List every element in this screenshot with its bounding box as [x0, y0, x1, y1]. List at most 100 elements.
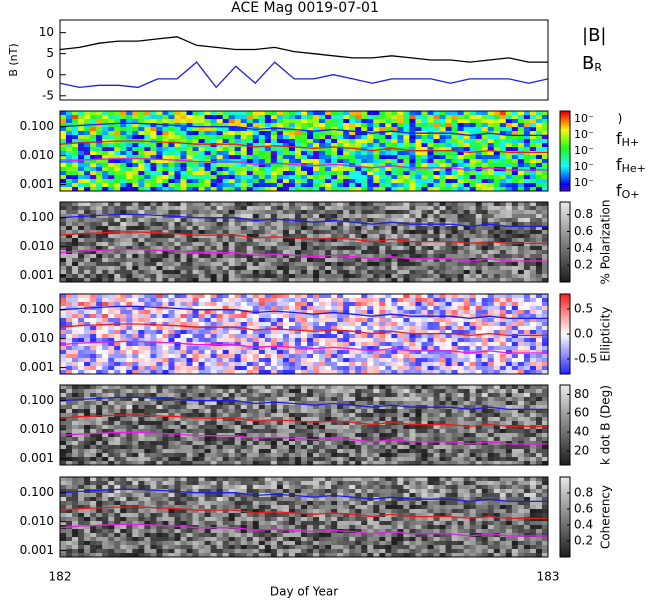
spectrogram-cell	[156, 139, 163, 144]
spectrogram-cell	[126, 302, 133, 307]
spectrogram-cell	[367, 123, 374, 128]
spectrogram-cell	[529, 334, 537, 339]
spectrogram-cell	[385, 183, 392, 188]
spectrogram-cell	[499, 238, 507, 243]
spectrogram-cell	[331, 119, 338, 124]
spectrogram-cell	[78, 179, 85, 184]
spectrogram-cell	[108, 226, 115, 231]
spectrogram-cell	[409, 214, 416, 219]
spectrogram-cell	[132, 135, 139, 140]
spectrogram-cell	[132, 234, 139, 239]
spectrogram-cell	[162, 159, 169, 164]
spectrogram-cell	[325, 155, 332, 160]
spectrogram-cell	[319, 362, 326, 367]
spectrogram-cell	[84, 350, 91, 355]
spectrogram-cell	[433, 123, 440, 128]
spectrogram-cell	[246, 314, 254, 319]
spectrogram-cell	[258, 206, 266, 211]
colorbar-cell	[560, 155, 570, 158]
spectrogram-cell	[114, 330, 121, 335]
spectrogram-cell	[487, 242, 495, 247]
spectrogram-cell	[541, 155, 549, 160]
spectrogram-cell	[264, 222, 272, 227]
spectrogram-cell	[457, 266, 465, 271]
spectrogram-cell	[138, 266, 145, 271]
spectrogram-cell	[78, 294, 85, 299]
spectrogram-cell	[535, 278, 543, 283]
spectrogram-cell	[313, 226, 320, 231]
spectrogram-cell	[288, 214, 296, 219]
spectrogram-cell	[168, 234, 175, 239]
spectrogram-cell	[505, 175, 513, 180]
spectrogram-cell	[288, 334, 296, 339]
spectrogram-cell	[385, 151, 392, 156]
spectrogram-cell	[337, 366, 344, 371]
spectrogram-cell	[349, 262, 356, 267]
spectrogram-cell	[156, 350, 163, 355]
spectrogram-cell	[114, 278, 121, 283]
spectrogram-cell	[343, 143, 350, 148]
spectrogram-cell	[168, 179, 175, 184]
spectrogram-cell	[421, 238, 428, 243]
spectrogram-cell	[319, 358, 326, 363]
spectrogram-cell	[180, 242, 187, 247]
spectrogram-cell	[216, 346, 224, 351]
spectrogram-cell	[469, 270, 477, 275]
spectrogram-cell	[210, 338, 218, 343]
spectrogram-cell	[204, 151, 212, 156]
spectrogram-cell	[198, 167, 205, 172]
spectrogram-cell	[529, 302, 537, 307]
spectrogram-cell	[409, 338, 416, 343]
spectrogram-cell	[198, 179, 205, 184]
spectrogram-cell	[457, 123, 465, 128]
spectrogram-cell	[168, 242, 175, 247]
spectrogram-cell	[307, 362, 314, 367]
spectrogram-cell	[463, 123, 471, 128]
spectrogram-cell	[337, 210, 344, 215]
y-tick-label: 0.010	[20, 148, 54, 162]
spectrogram-cell	[319, 147, 326, 152]
spectrogram-cell	[385, 266, 392, 271]
spectrogram-cell	[210, 326, 218, 331]
spectrogram-cell	[427, 318, 434, 323]
spectrogram-cell	[379, 163, 386, 168]
spectrogram-cell	[403, 306, 410, 311]
spectrogram-cell	[126, 362, 133, 367]
spectrogram-cell	[282, 210, 290, 215]
spectrogram-cell	[174, 131, 181, 136]
spectrogram-cell	[72, 274, 79, 279]
spectrogram-cell	[84, 151, 91, 156]
spectrogram-cell	[150, 246, 157, 251]
spectrogram-cell	[403, 127, 410, 132]
spectrogram-cell	[409, 358, 416, 363]
spectrogram-cell	[403, 143, 410, 148]
spectrogram-cell	[108, 306, 115, 311]
spectrogram-cell	[331, 159, 338, 164]
spectrogram-cell	[505, 234, 513, 239]
spectrogram-cell	[96, 338, 103, 343]
spectrogram-cell	[222, 155, 230, 160]
spectrogram-cell	[96, 354, 103, 359]
spectrogram-cell	[282, 258, 290, 263]
spectrogram-cell	[276, 155, 284, 160]
spectrogram-cell	[240, 127, 248, 132]
spectrogram-cell	[240, 183, 248, 188]
spectrogram-cell	[228, 298, 236, 303]
colorbar-cell	[560, 171, 570, 174]
spectrogram-cell	[391, 342, 398, 347]
spectrogram-cell	[186, 163, 193, 168]
spectrogram-cell	[168, 294, 175, 299]
spectrogram-cell	[258, 202, 266, 207]
spectrogram-cell	[198, 354, 205, 359]
spectrogram-cell	[451, 258, 459, 263]
spectrogram-cell	[132, 362, 139, 367]
spectrogram-cell	[300, 222, 308, 227]
spectrogram-cell	[276, 246, 284, 251]
spectrogram-cell	[415, 159, 422, 164]
spectrogram-cell	[126, 159, 133, 164]
spectrogram-cell	[451, 370, 459, 375]
spectrogram-cell	[210, 350, 218, 355]
spectrogram-cell	[349, 370, 356, 375]
spectrogram-cell	[403, 151, 410, 156]
spectrogram-cell	[174, 238, 181, 243]
